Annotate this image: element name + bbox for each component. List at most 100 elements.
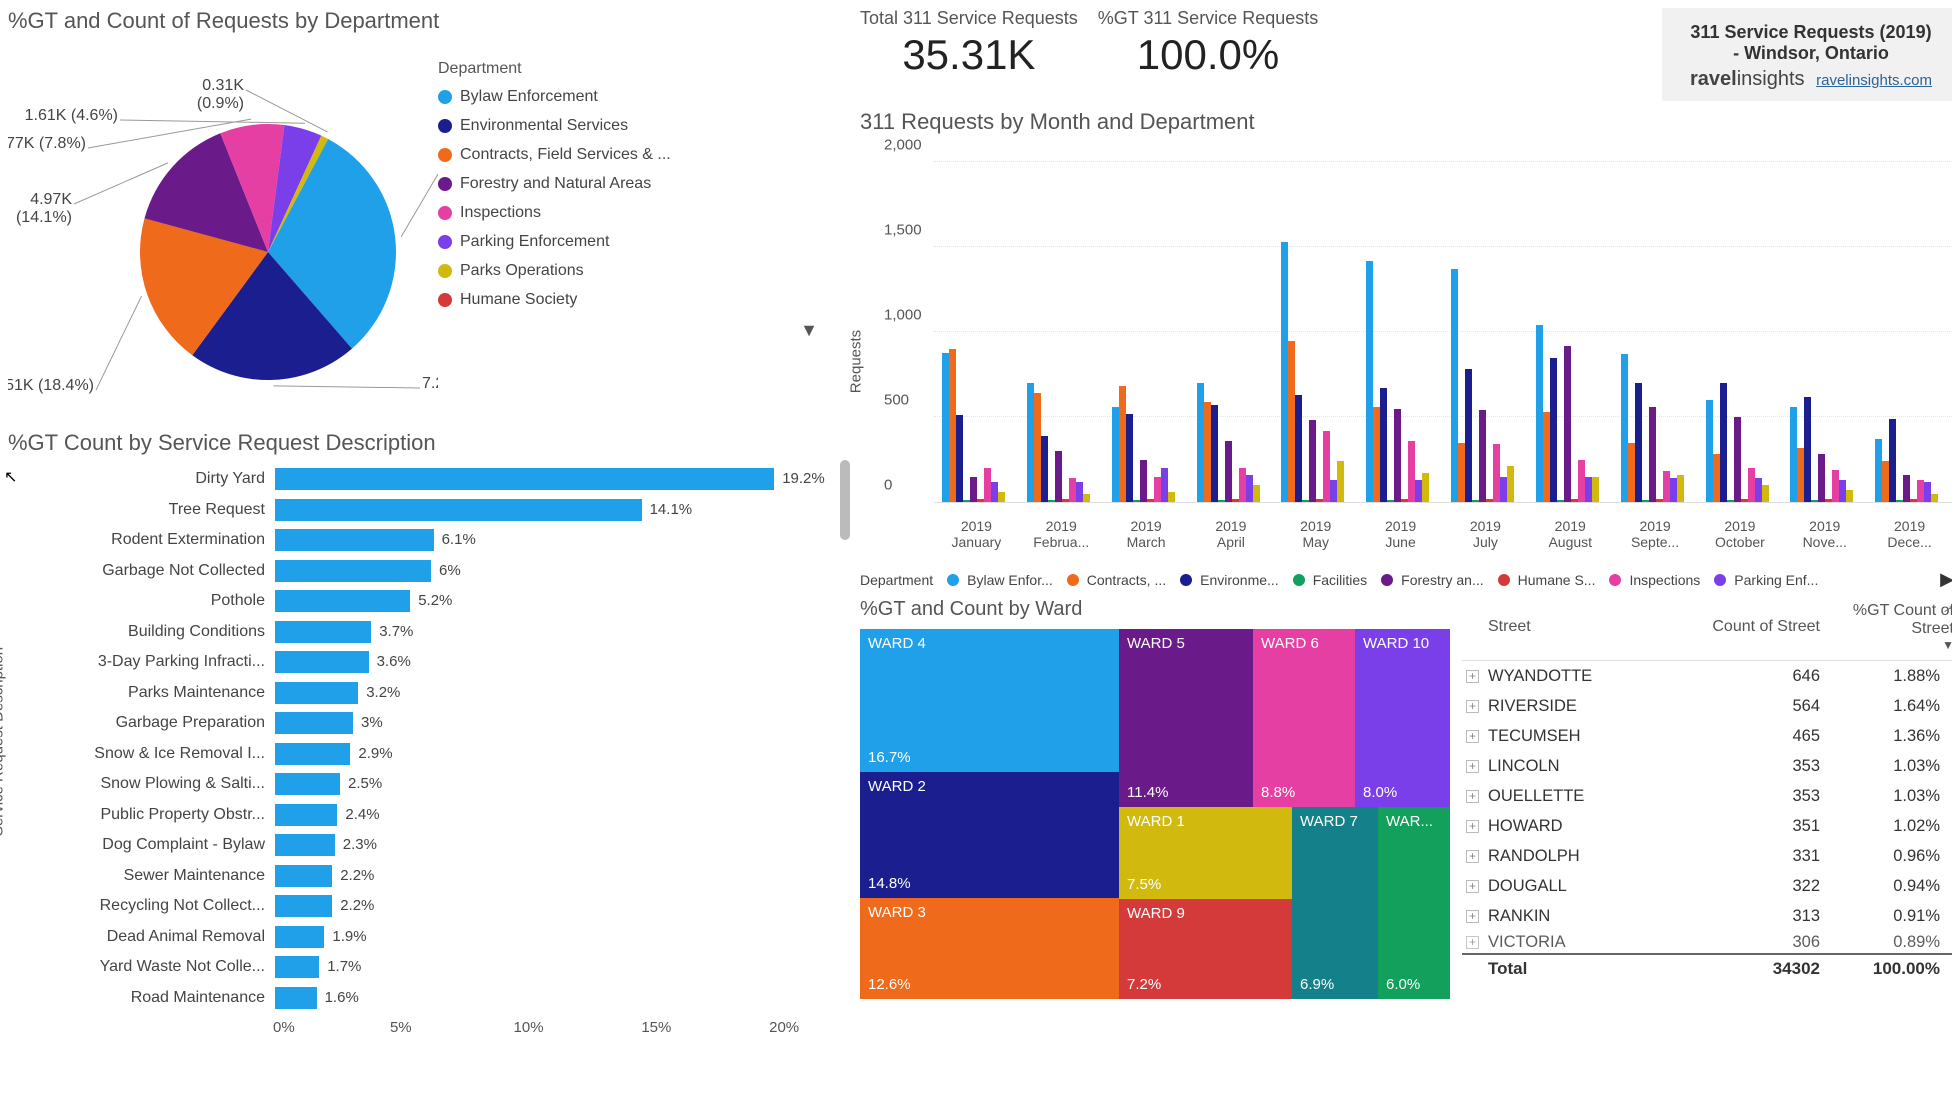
legend-next-icon[interactable]: ▶ bbox=[1940, 569, 1952, 590]
hbar-row[interactable]: Garbage Not Collected 6% bbox=[20, 556, 848, 587]
hbar-row[interactable]: Dirty Yard 19.2% bbox=[20, 464, 848, 495]
legend-label: Contracts, ... bbox=[1087, 572, 1166, 588]
table-row[interactable]: + TECUMSEH 465 1.36% bbox=[1462, 721, 1952, 751]
expand-icon[interactable]: + bbox=[1466, 910, 1479, 923]
treemap-tile[interactable]: WARD 312.6% bbox=[860, 898, 1119, 999]
legend-item-parks[interactable]: Parks Operations bbox=[438, 262, 848, 280]
treemap-tile[interactable]: WARD 76.9% bbox=[1292, 807, 1378, 999]
mc-group[interactable] bbox=[942, 349, 1005, 502]
hbar-row[interactable]: Rodent Extermination 6.1% bbox=[20, 525, 848, 556]
col-count[interactable]: Count of Street bbox=[1710, 618, 1820, 636]
expand-icon[interactable]: + bbox=[1466, 820, 1479, 833]
treemap[interactable]: WARD 416.7%WARD 214.8%WARD 312.6%WARD 51… bbox=[860, 629, 1450, 999]
expand-icon[interactable]: + bbox=[1466, 880, 1479, 893]
expand-icon[interactable]: + bbox=[1466, 730, 1479, 743]
mc-legend-item-humane[interactable]: Humane S... bbox=[1498, 572, 1596, 588]
mc-bar-forestry bbox=[1734, 417, 1741, 502]
mc-group[interactable] bbox=[1197, 383, 1260, 502]
hbar-row[interactable]: Snow & Ice Removal I... 2.9% bbox=[20, 739, 848, 770]
scroll-up-icon[interactable]: ︿ bbox=[1944, 598, 1952, 615]
mc-group[interactable] bbox=[1875, 419, 1938, 502]
cell-street: LINCOLN bbox=[1488, 757, 1710, 776]
mc-group[interactable] bbox=[1281, 242, 1344, 502]
hbar-row[interactable]: Dead Animal Removal 1.9% bbox=[20, 922, 848, 953]
treemap-tile[interactable]: WARD 17.5% bbox=[1119, 807, 1292, 899]
hbar-row[interactable]: Dog Complaint - Bylaw 2.3% bbox=[20, 830, 848, 861]
pie-chart[interactable]: 10.45K (29.6%)7.28K (20.6%)6.51K (18.4%)… bbox=[8, 42, 438, 422]
hbar-row[interactable]: Parks Maintenance 3.2% bbox=[20, 678, 848, 709]
expand-icon[interactable]: + bbox=[1466, 670, 1479, 683]
hbar-row[interactable]: Recycling Not Collect... 2.2% bbox=[20, 891, 848, 922]
mc-bar-bylaw bbox=[1875, 439, 1882, 502]
mc-bar-parks bbox=[1422, 473, 1429, 502]
hbar-row[interactable]: Road Maintenance 1.6% bbox=[20, 983, 848, 1014]
treemap-tile[interactable]: WARD 214.8% bbox=[860, 772, 1119, 898]
hbar-row[interactable]: Yard Waste Not Colle... 1.7% bbox=[20, 952, 848, 983]
treemap-tile[interactable]: WARD 511.4% bbox=[1119, 629, 1253, 807]
expand-icon[interactable]: + bbox=[1466, 700, 1479, 713]
mc-group[interactable] bbox=[1366, 261, 1429, 502]
mc-bar-humane bbox=[1910, 499, 1917, 502]
mc-group[interactable] bbox=[1621, 354, 1684, 502]
hbar-row[interactable]: Building Conditions 3.7% bbox=[20, 617, 848, 648]
treemap-tile[interactable]: WARD 108.0% bbox=[1355, 629, 1450, 807]
legend-item-contracts[interactable]: Contracts, Field Services & ... bbox=[438, 146, 848, 164]
hbar-chart[interactable]: Dirty Yard 19.2% Tree Request 14.1% Rode… bbox=[20, 464, 848, 1013]
mc-legend-item-bylaw[interactable]: Bylaw Enfor... bbox=[947, 572, 1053, 588]
hbar-row[interactable]: Garbage Preparation 3% bbox=[20, 708, 848, 739]
table-row[interactable]: + RANKIN 313 0.91% bbox=[1462, 901, 1952, 931]
table-row[interactable]: + RIVERSIDE 564 1.64% bbox=[1462, 691, 1952, 721]
hbar-category: Snow & Ice Removal I... bbox=[20, 745, 275, 763]
cell-pct: 0.94% bbox=[1820, 877, 1952, 896]
mc-legend-item-facilities[interactable]: Facilities bbox=[1293, 572, 1367, 588]
mc-group[interactable] bbox=[1790, 397, 1853, 502]
col-pct[interactable]: %GT Count of Street ▼ bbox=[1820, 602, 1952, 652]
table-row[interactable]: + DOUGALL 322 0.94% bbox=[1462, 871, 1952, 901]
legend-item-forestry[interactable]: Forestry and Natural Areas bbox=[438, 175, 848, 193]
hbar-row[interactable]: 3-Day Parking Infracti... 3.6% bbox=[20, 647, 848, 678]
hbar-row[interactable]: Pothole 5.2% bbox=[20, 586, 848, 617]
table-row[interactable]: + OUELLETTE 353 1.03% bbox=[1462, 781, 1952, 811]
hbar-row[interactable]: Tree Request 14.1% bbox=[20, 495, 848, 526]
table-row[interactable]: + LINCOLN 353 1.03% bbox=[1462, 751, 1952, 781]
legend-item-environmental[interactable]: Environmental Services bbox=[438, 117, 848, 135]
hbar-row[interactable]: Public Property Obstr... 2.4% bbox=[20, 800, 848, 831]
monthchart[interactable]: Requests 05001,0001,5002,0002019January2… bbox=[860, 143, 1952, 563]
mc-group[interactable] bbox=[1027, 383, 1090, 502]
mc-group[interactable] bbox=[1536, 325, 1599, 502]
hbar-row[interactable]: Snow Plowing & Salti... 2.5% bbox=[20, 769, 848, 800]
mc-xtick: 2019June bbox=[1358, 518, 1443, 550]
tm-pct: 16.7% bbox=[868, 749, 911, 766]
legend-item-parking[interactable]: Parking Enforcement bbox=[438, 233, 848, 251]
mc-legend-item-parking[interactable]: Parking Enf... bbox=[1714, 572, 1818, 588]
legend-item-inspections[interactable]: Inspections bbox=[438, 204, 848, 222]
table-row[interactable]: + HOWARD 351 1.02% bbox=[1462, 811, 1952, 841]
treemap-tile[interactable]: WARD 68.8% bbox=[1253, 629, 1355, 807]
chevron-down-icon[interactable]: ▼ bbox=[438, 320, 848, 341]
mc-group[interactable] bbox=[1112, 386, 1175, 502]
expand-icon[interactable]: + bbox=[1466, 850, 1479, 863]
mc-legend-item-inspections[interactable]: Inspections bbox=[1609, 572, 1700, 588]
expand-icon[interactable]: + bbox=[1466, 790, 1479, 803]
mc-bar-contracts bbox=[1713, 454, 1720, 502]
expand-icon[interactable]: + bbox=[1466, 936, 1479, 949]
expand-icon[interactable]: + bbox=[1466, 760, 1479, 773]
legend-item-bylaw[interactable]: Bylaw Enforcement bbox=[438, 88, 848, 106]
hbar-row[interactable]: Sewer Maintenance 2.2% bbox=[20, 861, 848, 892]
mc-xtick: 2019Nove... bbox=[1782, 518, 1867, 550]
table-row[interactable]: + WYANDOTTE 646 1.88% bbox=[1462, 661, 1952, 691]
brand-link[interactable]: ravelinsights.com bbox=[1816, 72, 1932, 89]
mc-legend-item-contracts[interactable]: Contracts, ... bbox=[1067, 572, 1166, 588]
col-street[interactable]: Street bbox=[1488, 618, 1710, 636]
table-row[interactable]: + RANDOLPH 331 0.96% bbox=[1462, 841, 1952, 871]
mc-legend-item-forestry[interactable]: Forestry an... bbox=[1381, 572, 1483, 588]
treemap-tile[interactable]: WAR...6.0% bbox=[1378, 807, 1450, 999]
table-header[interactable]: Street Count of Street %GT Count of Stre… bbox=[1462, 598, 1952, 661]
mc-group[interactable] bbox=[1706, 383, 1769, 502]
mc-legend-item-environmental[interactable]: Environme... bbox=[1180, 572, 1279, 588]
mc-group[interactable] bbox=[1451, 269, 1514, 502]
table-row[interactable]: + VICTORIA 306 0.89% bbox=[1462, 931, 1952, 953]
treemap-tile[interactable]: WARD 97.2% bbox=[1119, 899, 1292, 999]
treemap-tile[interactable]: WARD 416.7% bbox=[860, 629, 1119, 772]
legend-item-humane[interactable]: Humane Society bbox=[438, 291, 848, 309]
